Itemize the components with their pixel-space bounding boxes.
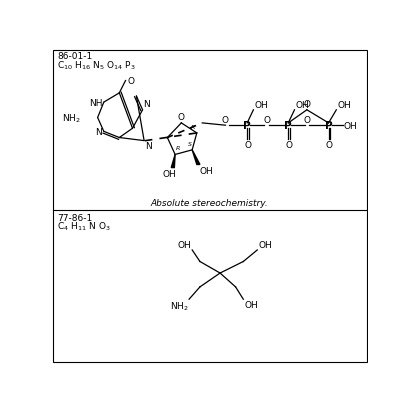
Text: OH: OH bbox=[200, 166, 213, 175]
Text: O: O bbox=[285, 140, 292, 149]
Text: R: R bbox=[191, 125, 195, 130]
Text: O: O bbox=[245, 140, 252, 149]
Text: R: R bbox=[176, 146, 180, 151]
Polygon shape bbox=[192, 151, 200, 165]
Text: OH: OH bbox=[343, 121, 357, 130]
Text: P: P bbox=[285, 121, 292, 131]
Text: O: O bbox=[303, 100, 310, 109]
Text: OH: OH bbox=[295, 101, 309, 110]
Text: N: N bbox=[143, 100, 150, 109]
Text: P: P bbox=[325, 121, 333, 131]
Polygon shape bbox=[171, 155, 175, 168]
Text: NH$_2$: NH$_2$ bbox=[62, 112, 81, 124]
Text: S: S bbox=[187, 142, 191, 147]
Text: OH: OH bbox=[337, 101, 351, 110]
Text: O: O bbox=[263, 115, 270, 124]
Text: Absolute stereochemistry.: Absolute stereochemistry. bbox=[151, 198, 268, 207]
Text: 77-86-1: 77-86-1 bbox=[57, 213, 92, 222]
Text: N: N bbox=[96, 128, 102, 137]
Text: O: O bbox=[177, 112, 184, 121]
Text: C$_{10}$ H$_{16}$ N$_{5}$ O$_{14}$ P$_{3}$: C$_{10}$ H$_{16}$ N$_{5}$ O$_{14}$ P$_{3… bbox=[57, 59, 136, 72]
Text: O: O bbox=[127, 77, 134, 86]
Text: C$_4$ H$_{11}$ N O$_3$: C$_4$ H$_{11}$ N O$_3$ bbox=[57, 220, 111, 233]
Text: OH: OH bbox=[258, 240, 272, 249]
Text: NH: NH bbox=[89, 98, 102, 107]
Text: OH: OH bbox=[254, 101, 268, 110]
Text: N: N bbox=[145, 142, 152, 151]
Text: OH: OH bbox=[244, 300, 258, 309]
Text: P: P bbox=[243, 121, 251, 131]
Text: O: O bbox=[326, 140, 333, 149]
Text: O: O bbox=[303, 115, 310, 124]
Text: OH: OH bbox=[163, 170, 177, 179]
Text: OH: OH bbox=[178, 240, 191, 249]
Text: NH$_2$: NH$_2$ bbox=[170, 300, 188, 313]
Text: 86-01-1: 86-01-1 bbox=[57, 52, 92, 61]
Text: O: O bbox=[221, 115, 228, 124]
